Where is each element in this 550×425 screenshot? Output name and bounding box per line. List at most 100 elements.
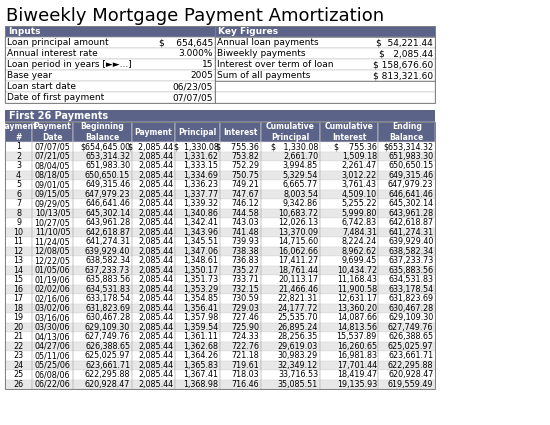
Text: 5,255.22: 5,255.22 (342, 199, 377, 208)
Text: 3,012.22: 3,012.22 (342, 171, 377, 180)
Text: 653,314.32: 653,314.32 (85, 152, 130, 161)
Text: 9: 9 (16, 218, 21, 227)
Text: 2,085.44: 2,085.44 (138, 209, 173, 218)
Text: 733.71: 733.71 (232, 275, 259, 284)
Text: 639,929.40: 639,929.40 (388, 237, 433, 246)
Text: 642,618.87: 642,618.87 (388, 218, 433, 227)
Bar (378, 246, 435, 256)
Bar (220, 332, 261, 342)
Text: 633,178.54: 633,178.54 (388, 285, 433, 294)
Bar (5, 26, 435, 103)
Text: 2,085.44: 2,085.44 (138, 152, 173, 161)
Bar (320, 161, 378, 170)
Bar (132, 351, 175, 360)
Text: 17: 17 (14, 294, 24, 303)
Bar (32, 370, 73, 380)
Text: 35,085.51: 35,085.51 (278, 380, 318, 389)
Text: $    755.36: $ 755.36 (216, 142, 259, 151)
Bar (32, 161, 73, 170)
Text: 1,337.77: 1,337.77 (183, 190, 218, 199)
Text: 11/10/05: 11/10/05 (35, 228, 70, 237)
Bar (261, 256, 320, 266)
Text: 738.38: 738.38 (232, 247, 259, 256)
Text: Principal: Principal (178, 128, 217, 136)
Text: 627,749.76: 627,749.76 (85, 332, 130, 341)
Bar (73, 190, 132, 199)
Bar (5, 26, 215, 37)
Text: 639,929.40: 639,929.40 (85, 247, 130, 256)
Text: 14,813.56: 14,813.56 (337, 323, 377, 332)
Bar (220, 284, 261, 294)
Text: 631,823.69: 631,823.69 (85, 304, 130, 313)
Text: 2,085.44: 2,085.44 (138, 237, 173, 246)
Bar (215, 48, 435, 59)
Bar (5, 284, 32, 294)
Text: 2,085.44: 2,085.44 (138, 342, 173, 351)
Text: 2,085.44: 2,085.44 (138, 380, 173, 389)
Text: 625,025.97: 625,025.97 (388, 342, 433, 351)
Bar (5, 266, 32, 275)
Text: 749.21: 749.21 (232, 180, 259, 189)
Bar (32, 237, 73, 246)
Text: 634,531.83: 634,531.83 (388, 275, 433, 284)
Text: 07/07/05: 07/07/05 (35, 142, 70, 151)
Text: 2,261.47: 2,261.47 (342, 161, 377, 170)
Text: 750.75: 750.75 (231, 171, 259, 180)
Text: 730.59: 730.59 (232, 294, 259, 303)
Text: Biweekly Mortgage Payment Amortization: Biweekly Mortgage Payment Amortization (6, 7, 384, 25)
Bar (175, 380, 220, 389)
Bar (5, 122, 435, 389)
Bar (378, 284, 435, 294)
Text: 10/13/05: 10/13/05 (35, 209, 70, 218)
Text: Sum of all payments: Sum of all payments (217, 71, 310, 80)
Text: 24: 24 (14, 361, 24, 370)
Text: 1,348.61: 1,348.61 (184, 256, 218, 265)
Text: 11,900.58: 11,900.58 (337, 285, 377, 294)
Text: 21: 21 (14, 332, 24, 341)
Bar (320, 180, 378, 190)
Bar (320, 313, 378, 323)
Text: 2,085.44: 2,085.44 (138, 313, 173, 322)
Text: 2,085.44: 2,085.44 (138, 218, 173, 227)
Text: 741.48: 741.48 (232, 228, 259, 237)
Text: 724.33: 724.33 (232, 332, 259, 341)
Text: 2,085.44: 2,085.44 (138, 161, 173, 170)
Text: 637,233.73: 637,233.73 (85, 266, 130, 275)
Bar (378, 190, 435, 199)
Bar (220, 266, 261, 275)
Bar (132, 256, 175, 266)
Bar (73, 170, 132, 180)
Bar (175, 370, 220, 380)
Text: 651,983.30: 651,983.30 (388, 152, 433, 161)
Text: 14,087.66: 14,087.66 (337, 313, 377, 322)
Bar (220, 151, 261, 161)
Text: 735.27: 735.27 (231, 266, 259, 275)
Bar (378, 380, 435, 389)
Bar (73, 142, 132, 151)
Text: Annual interest rate: Annual interest rate (7, 49, 98, 58)
Bar (73, 323, 132, 332)
Bar (261, 360, 320, 370)
Text: $  1,330.08: $ 1,330.08 (174, 142, 218, 151)
Bar (32, 360, 73, 370)
Text: 4: 4 (16, 171, 21, 180)
Text: 17,411.27: 17,411.27 (278, 256, 318, 265)
Bar (175, 209, 220, 218)
Bar (175, 303, 220, 313)
Text: Loan start date: Loan start date (7, 82, 76, 91)
Text: 1,351.73: 1,351.73 (183, 275, 218, 284)
Bar (378, 209, 435, 218)
Bar (261, 313, 320, 323)
Bar (73, 275, 132, 284)
Bar (320, 332, 378, 342)
Bar (320, 227, 378, 237)
Text: 33,716.53: 33,716.53 (278, 370, 318, 379)
Text: 12,631.17: 12,631.17 (337, 294, 377, 303)
Bar (32, 190, 73, 199)
Text: $ 813,321.60: $ 813,321.60 (373, 71, 433, 80)
Bar (220, 313, 261, 323)
Bar (132, 218, 175, 227)
Bar (132, 266, 175, 275)
Bar (261, 332, 320, 342)
Bar (5, 122, 32, 142)
